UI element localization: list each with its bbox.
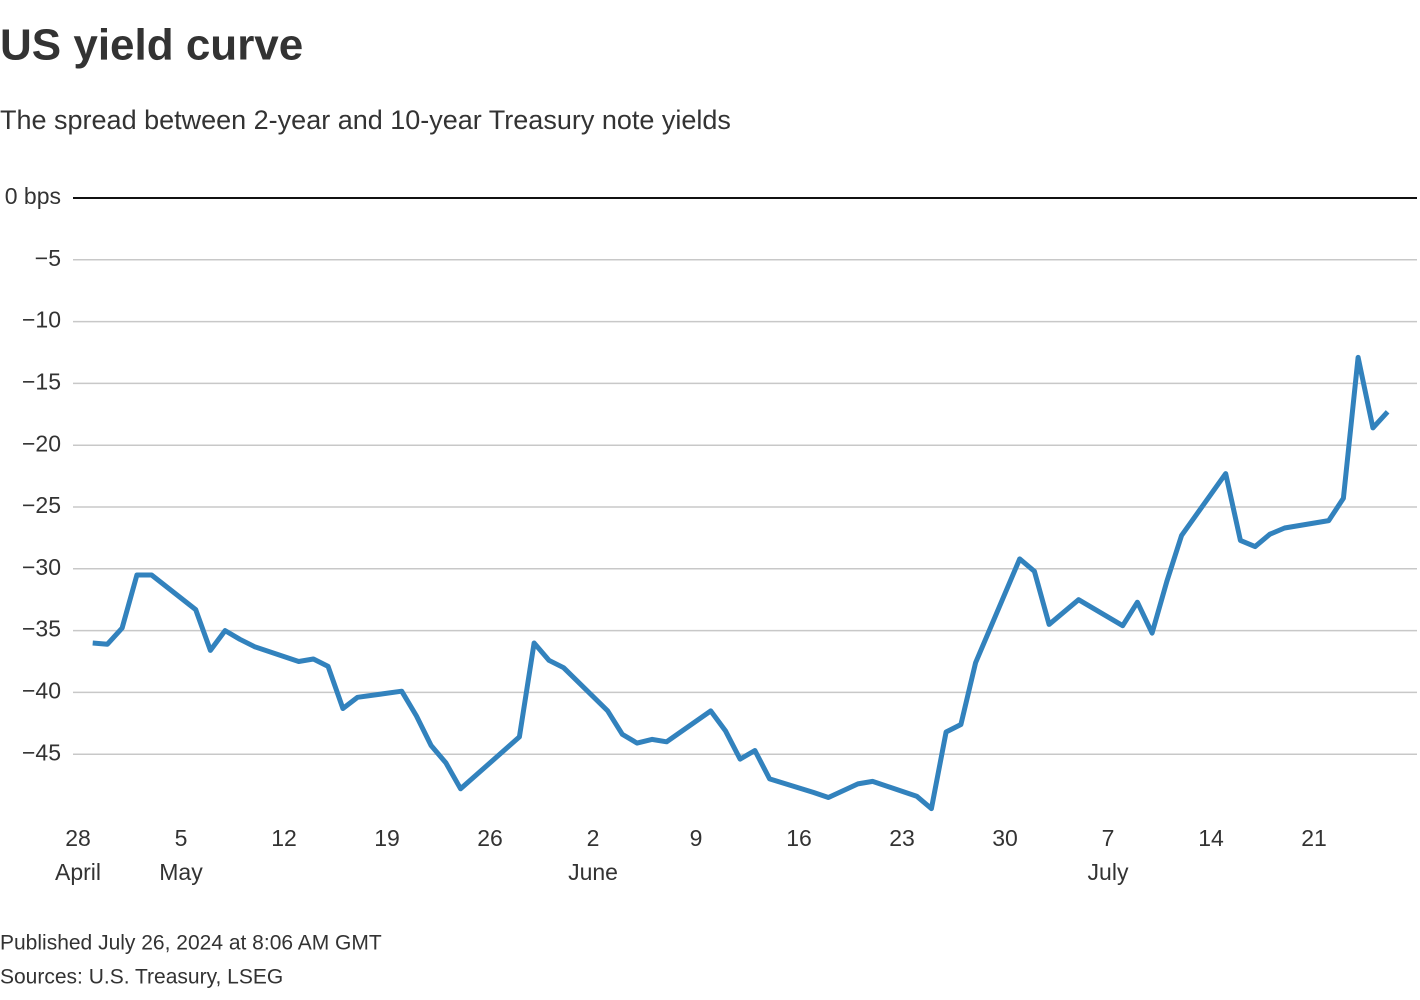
x-tick-label: 16 (786, 825, 812, 851)
month-label: April (55, 859, 101, 885)
x-tick-label: 19 (374, 825, 400, 851)
published-note: Published July 26, 2024 at 8:06 AM GMT (0, 932, 382, 955)
x-tick-label: 26 (477, 825, 503, 851)
y-tick-label: −35 (22, 616, 61, 642)
chart-title: US yield curve (0, 21, 303, 70)
y-tick-label: −45 (22, 739, 61, 765)
y-tick-label: −30 (22, 554, 61, 580)
x-tick-label: 12 (271, 825, 297, 851)
y-tick-label: −40 (22, 677, 61, 703)
source-note: Sources: U.S. Treasury, LSEG (0, 966, 283, 989)
month-label: June (568, 859, 618, 885)
chart-subtitle: The spread between 2-year and 10-year Tr… (0, 105, 731, 135)
y-tick-label: 0 bps (5, 183, 61, 209)
y-tick-label: −5 (35, 245, 61, 271)
x-tick-label: 30 (992, 825, 1018, 851)
x-tick-label: 5 (175, 825, 188, 851)
month-label: May (159, 859, 203, 885)
month-label: July (1088, 859, 1129, 885)
x-tick-label: 28 (65, 825, 91, 851)
x-tick-label: 23 (889, 825, 915, 851)
x-tick-label: 21 (1301, 825, 1327, 851)
y-tick-label: −10 (22, 307, 61, 333)
x-tick-label: 7 (1102, 825, 1115, 851)
x-tick-label: 9 (690, 825, 703, 851)
series-line (92, 354, 1390, 812)
x-tick-label: 14 (1198, 825, 1224, 851)
y-tick-label: −25 (22, 492, 61, 518)
x-tick-label: 2 (587, 825, 600, 851)
y-tick-label: −15 (22, 368, 61, 394)
y-tick-label: −20 (22, 430, 61, 456)
